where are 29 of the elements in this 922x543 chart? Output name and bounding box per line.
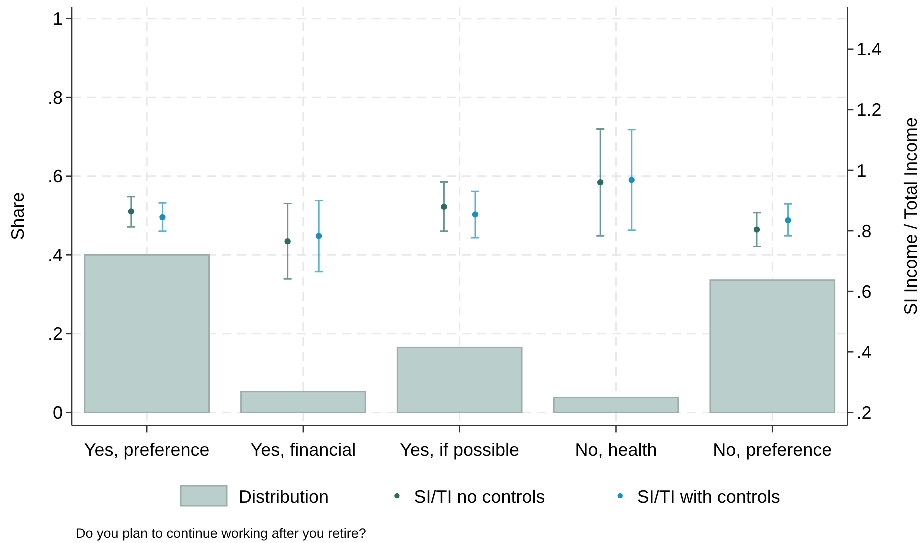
x-tick-label: No, preference (713, 440, 832, 460)
x-tick-label: Yes, financial (250, 440, 356, 460)
bar (710, 280, 836, 414)
bar (84, 254, 210, 414)
y2-tick-label: 1.2 (856, 100, 882, 120)
legend-label: SI/TI no controls (414, 487, 546, 507)
legend-label: Distribution (239, 487, 330, 507)
bar (396, 346, 523, 414)
x-tick-label: Yes, if possible (400, 440, 520, 460)
bar (240, 391, 366, 414)
y2-tick-label: .8 (856, 221, 872, 242)
y2-tick-label: .6 (856, 282, 872, 302)
y-tick-label: .4 (48, 245, 63, 266)
y-tick-label: 1 (52, 9, 63, 30)
y2-tick-label: .4 (856, 342, 872, 362)
x-tick-label: No, health (575, 440, 658, 460)
y-axis-title: Share (8, 192, 28, 240)
bar (553, 396, 680, 414)
y-tick-label: 0 (52, 403, 63, 423)
y2-tick-label: .2 (856, 402, 872, 423)
legend-label: SI/TI with controls (637, 487, 780, 507)
y-tick-label: .6 (48, 166, 63, 187)
x-tick-label: Yes, preference (84, 440, 210, 460)
y2-axis-title: SI Income / Total Income (901, 117, 921, 316)
y2-tick-label: 1 (856, 160, 867, 181)
text: Do you plan to continue working after you retire? (76, 526, 366, 541)
y-tick-label: .2 (48, 324, 63, 344)
y2-tick-label: 1.4 (856, 40, 882, 60)
y-tick-label: .8 (48, 88, 63, 108)
